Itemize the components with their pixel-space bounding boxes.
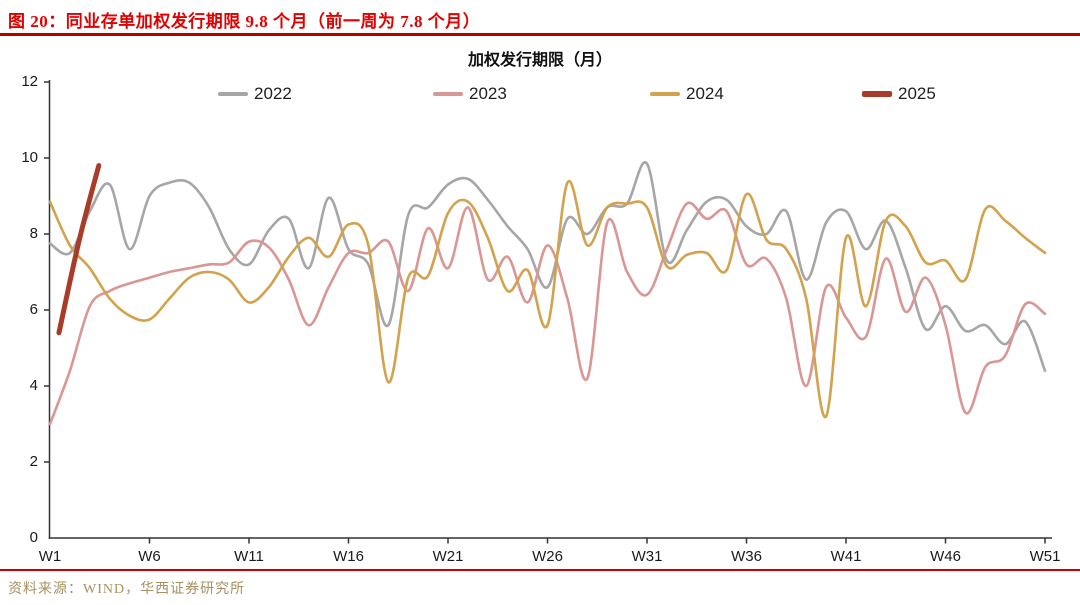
y-tick-label-0: 0 bbox=[29, 529, 38, 546]
legend-item-2024: 2024 bbox=[650, 83, 724, 105]
page-title: 图 20：同业存单加权发行期限 9.8 个月（前一周为 7.8 个月） bbox=[8, 12, 481, 31]
legend-item-2025: 2025 bbox=[862, 83, 936, 105]
legend-item-2023: 2023 bbox=[433, 83, 507, 105]
x-tick-label-W16: W16 bbox=[333, 548, 364, 565]
x-tick-label-W41: W41 bbox=[830, 548, 862, 565]
chart-legend: 2022 2023 2024 2025 bbox=[0, 83, 1080, 105]
legend-label-2022: 2022 bbox=[254, 84, 292, 103]
source-note: 资料来源：WIND，华西证券研究所 bbox=[8, 582, 246, 597]
x-tick-label-W26: W26 bbox=[532, 548, 563, 565]
header-divider-rule bbox=[0, 33, 1080, 36]
y-tick-label-4: 4 bbox=[29, 377, 38, 394]
legend-swatch-2023 bbox=[433, 92, 463, 96]
x-tick-label-W11: W11 bbox=[234, 548, 264, 565]
legend-label-2023: 2023 bbox=[469, 84, 507, 103]
chart-title: 加权发行期限（月） bbox=[467, 52, 612, 69]
x-tick-label-W1: W1 bbox=[38, 548, 62, 565]
y-tick-label-10: 10 bbox=[21, 149, 38, 166]
x-tick-label-W46: W46 bbox=[930, 548, 961, 565]
x-tick-label-W6: W6 bbox=[138, 548, 161, 565]
y-tick-label-6: 6 bbox=[29, 301, 38, 318]
legend-swatch-2022 bbox=[218, 92, 248, 96]
legend-item-2022: 2022 bbox=[218, 83, 292, 105]
legend-swatch-2025 bbox=[862, 91, 892, 97]
y-tick-label-2: 2 bbox=[29, 453, 38, 470]
series-line-2024 bbox=[48, 179, 1047, 419]
footer-divider-rule bbox=[0, 569, 1080, 571]
x-tick-label-W31: W31 bbox=[631, 548, 663, 565]
x-tick-label-W36: W36 bbox=[731, 548, 762, 565]
series-line-2022 bbox=[48, 161, 1047, 373]
y-tick-label-8: 8 bbox=[29, 225, 38, 242]
legend-swatch-2024 bbox=[650, 92, 680, 96]
y-tick-label-12: 12 bbox=[21, 73, 38, 90]
legend-label-2025: 2025 bbox=[898, 84, 936, 103]
x-tick-label-W21: W21 bbox=[432, 548, 464, 565]
series-line-2025 bbox=[56, 163, 102, 336]
series-line-2023 bbox=[48, 201, 1047, 426]
legend-label-2024: 2024 bbox=[686, 84, 724, 103]
x-tick-label-W51: W51 bbox=[1029, 548, 1061, 565]
